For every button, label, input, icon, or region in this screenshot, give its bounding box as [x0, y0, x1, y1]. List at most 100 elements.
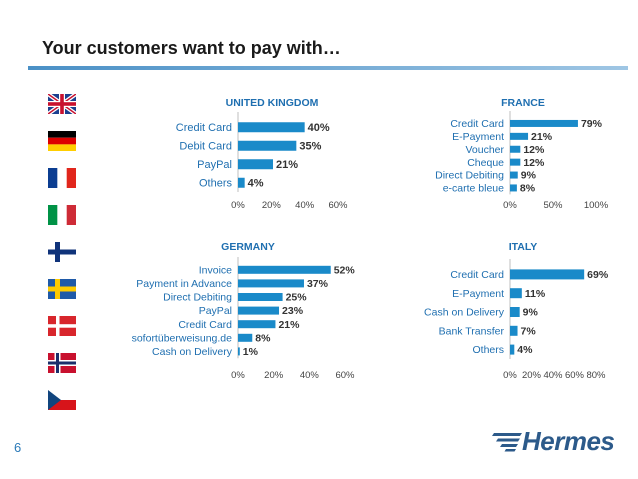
category-label: Cash on Delivery — [152, 346, 233, 358]
value-label: 21% — [278, 319, 300, 331]
uk-flag-icon — [48, 94, 76, 114]
category-label: Credit Card — [450, 269, 504, 281]
bar — [238, 279, 304, 288]
chart-title: FRANCE — [501, 97, 545, 109]
category-label: Others — [472, 344, 504, 356]
bar — [510, 325, 518, 336]
category-label: Invoice — [199, 264, 232, 276]
value-label: 52% — [334, 264, 356, 276]
category-label: Credit Card — [176, 122, 232, 134]
value-label: 8% — [520, 183, 536, 195]
value-label: 1% — [243, 346, 259, 358]
tick-label: 20% — [264, 370, 284, 381]
value-label: 11% — [525, 288, 546, 300]
tick-label: 0% — [503, 200, 517, 211]
tick-label: 40% — [295, 200, 315, 211]
value-label: 9% — [523, 307, 539, 319]
bar — [510, 132, 529, 140]
tick-label: 20% — [262, 200, 282, 211]
page-number: 6 — [14, 440, 22, 455]
tick-label: 40% — [300, 370, 320, 381]
category-label: PayPal — [199, 305, 232, 317]
finland-flag-icon — [48, 242, 76, 262]
hermes-wing-icon — [492, 433, 522, 452]
value-label: 23% — [282, 305, 304, 317]
category-label: Payment in Advance — [136, 278, 232, 290]
bar — [510, 119, 578, 127]
value-label: 12% — [523, 157, 545, 169]
value-label: 21% — [276, 159, 298, 171]
germany-flag-icon — [48, 131, 76, 151]
hermes-logo-text: Hermes — [522, 426, 615, 456]
bar — [238, 265, 331, 274]
bar — [510, 171, 518, 179]
category-label: Cheque — [467, 157, 504, 169]
category-label: Debit Card — [179, 140, 232, 152]
value-label: 7% — [521, 325, 537, 337]
value-label: 21% — [531, 131, 553, 143]
category-label: Others — [199, 177, 233, 189]
bar — [510, 288, 522, 299]
category-label: Direct Debiting — [163, 292, 232, 304]
tick-label: 100% — [584, 200, 609, 211]
category-label: sofortüberweisung.de — [132, 332, 233, 344]
bar — [238, 306, 280, 315]
norway-flag-icon — [48, 353, 76, 373]
tick-label: 60% — [328, 200, 348, 211]
bar — [238, 347, 240, 356]
page-title: Your customers want to pay with… — [42, 38, 341, 58]
chart-title: UNITED KINGDOM — [226, 97, 319, 109]
bar — [510, 344, 515, 355]
value-label: 35% — [299, 140, 321, 152]
bar — [510, 269, 585, 280]
category-label: PayPal — [197, 159, 232, 171]
bar — [510, 158, 521, 166]
bar — [510, 145, 521, 153]
tick-label: 50% — [543, 200, 563, 211]
category-label: Credit Card — [450, 118, 504, 130]
category-label: Cash on Delivery — [424, 307, 505, 319]
tick-label: 0% — [231, 370, 245, 381]
title-underline — [28, 66, 628, 70]
bar — [238, 159, 273, 170]
tick-label: 60% — [335, 370, 355, 381]
value-label: 40% — [308, 122, 330, 134]
czech-flag-icon — [48, 390, 76, 410]
value-label: 37% — [307, 278, 329, 290]
category-label: Direct Debiting — [435, 170, 504, 182]
value-label: 69% — [587, 269, 609, 281]
tick-label: 0% — [231, 200, 245, 211]
chart-title: ITALY — [509, 241, 538, 253]
hermes-logo: Hermes — [490, 426, 620, 458]
value-label: 8% — [255, 332, 271, 344]
denmark-flag-icon — [48, 316, 76, 336]
value-label: 9% — [521, 170, 537, 182]
sweden-flag-icon — [48, 279, 76, 299]
tick-label: 60% — [565, 370, 585, 381]
bar — [238, 140, 297, 151]
tick-label: 40% — [543, 370, 563, 381]
value-label: 12% — [523, 144, 545, 156]
value-label: 4% — [248, 177, 264, 189]
bar — [510, 184, 517, 192]
bar — [238, 177, 245, 188]
category-label: E-Payment — [452, 131, 504, 143]
category-label: Credit Card — [178, 319, 232, 331]
value-label: 79% — [581, 118, 603, 130]
value-label: 25% — [286, 292, 308, 304]
category-label: e-carte bleue — [443, 183, 504, 195]
france-flag-icon — [48, 168, 76, 188]
category-label: Voucher — [465, 144, 504, 156]
bar — [510, 307, 520, 317]
tick-label: 20% — [522, 370, 542, 381]
bar — [238, 333, 253, 342]
category-label: Bank Transfer — [439, 325, 505, 337]
category-label: E-Payment — [452, 288, 504, 300]
chart-title: GERMANY — [221, 241, 275, 253]
bar — [238, 293, 283, 301]
tick-label: 0% — [503, 370, 517, 381]
bar — [238, 122, 305, 133]
tick-label: 80% — [586, 370, 606, 381]
bar — [238, 320, 276, 329]
